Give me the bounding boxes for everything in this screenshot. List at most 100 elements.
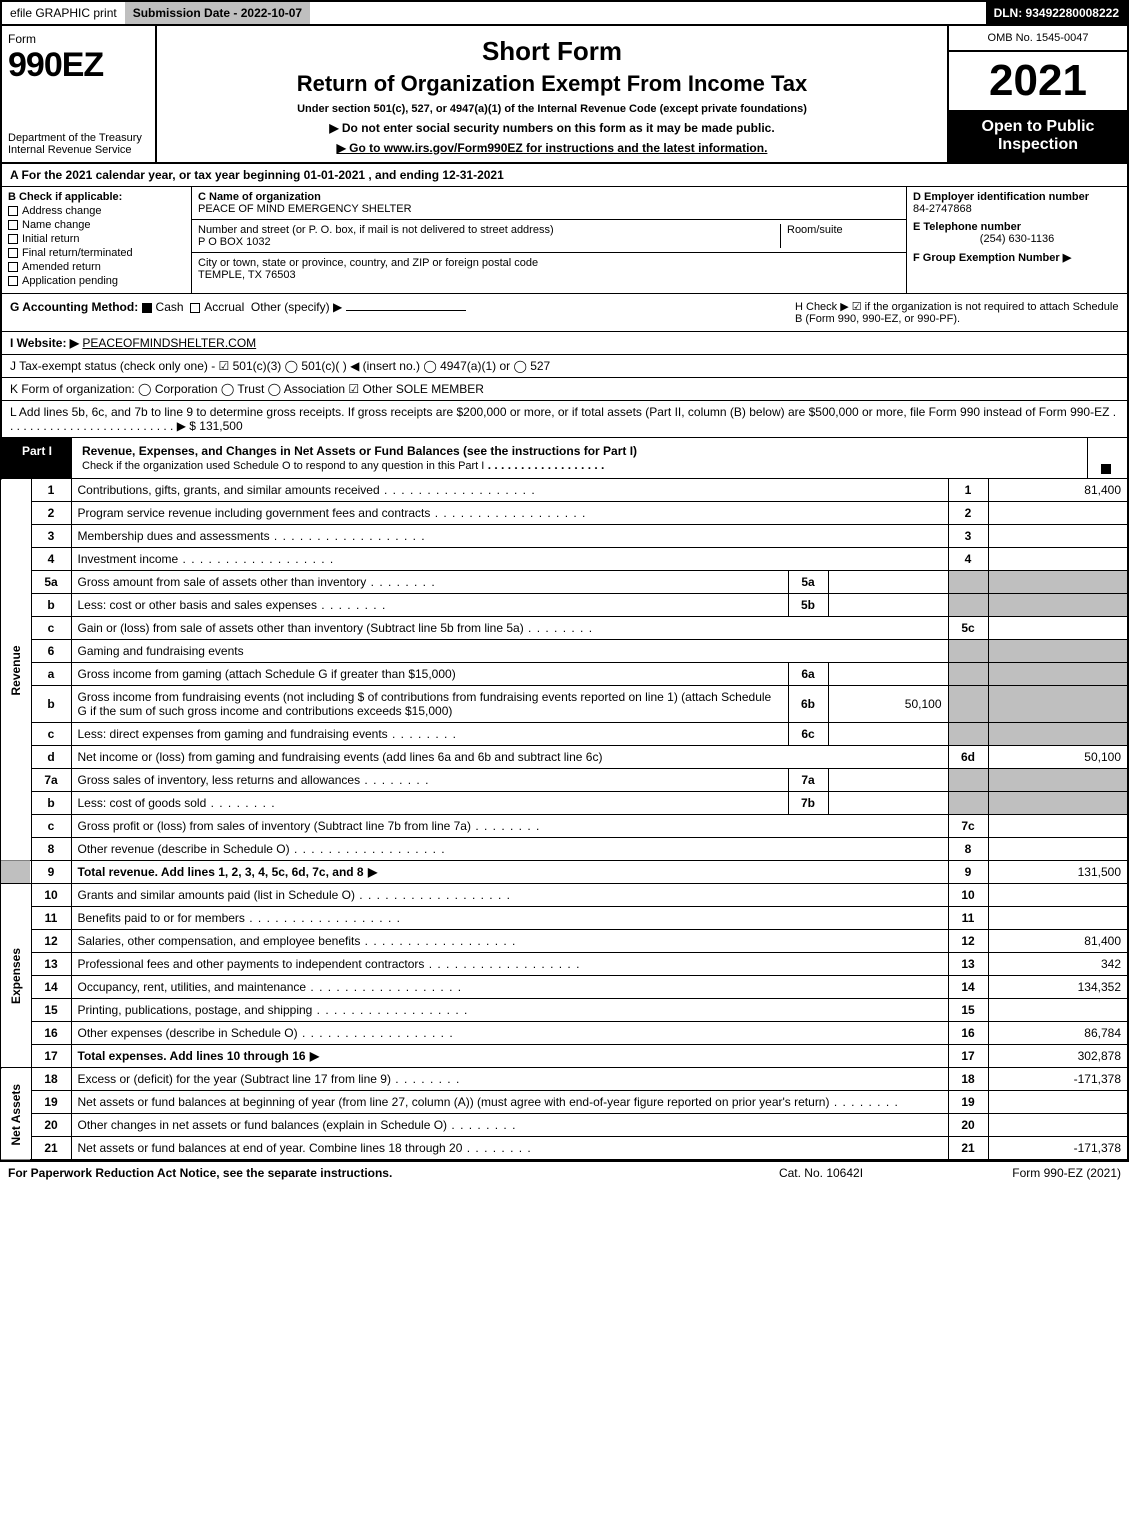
accounting-method-label: G Accounting Method: xyxy=(10,300,138,314)
netassets-section-label: Net Assets xyxy=(1,1068,31,1161)
chk-accrual[interactable]: Accrual xyxy=(190,300,244,314)
line-7a-desc: Gross sales of inventory, less returns a… xyxy=(78,773,430,787)
chk-name-change[interactable]: Name change xyxy=(8,219,185,231)
line-11-desc: Benefits paid to or for members xyxy=(78,911,401,925)
city-label: City or town, state or province, country… xyxy=(198,257,900,269)
line-3-desc: Membership dues and assessments xyxy=(78,529,426,543)
chk-other-method[interactable]: Other (specify) ▶ xyxy=(251,300,342,314)
line-15-desc: Printing, publications, postage, and shi… xyxy=(78,1003,469,1017)
form-label: Form xyxy=(8,32,149,46)
city-value: TEMPLE, TX 76503 xyxy=(198,269,900,281)
line-17-desc: Total expenses. Add lines 10 through 16 xyxy=(78,1049,321,1063)
room-suite-label: Room/suite xyxy=(780,224,900,248)
revenue-section-label: Revenue xyxy=(1,479,31,861)
chk-application-pending[interactable]: Application pending xyxy=(8,275,185,287)
topbar: efile GRAPHIC print Submission Date - 20… xyxy=(0,0,1129,26)
line-21-value: -171,378 xyxy=(988,1137,1128,1161)
line-6c-desc: Less: direct expenses from gaming and fu… xyxy=(78,727,458,741)
line-2-desc: Program service revenue including govern… xyxy=(78,506,587,520)
footer: For Paperwork Reduction Act Notice, see … xyxy=(0,1161,1129,1184)
line-9-desc: Total revenue. Add lines 1, 2, 3, 4, 5c,… xyxy=(78,865,379,879)
expenses-section-label: Expenses xyxy=(1,884,31,1068)
line-12-desc: Salaries, other compensation, and employ… xyxy=(78,934,517,948)
col-b-header: B Check if applicable: xyxy=(8,191,185,203)
line-12-value: 81,400 xyxy=(988,930,1128,953)
addr-label: Number and street (or P. O. box, if mail… xyxy=(198,224,780,236)
cat-no: Cat. No. 10642I xyxy=(721,1166,921,1180)
tel-value: (254) 630-1136 xyxy=(913,233,1121,245)
line-6b-midval: 50,100 xyxy=(828,686,948,723)
line-6d-value: 50,100 xyxy=(988,746,1128,769)
row-i: I Website: ▶ PEACEOFMINDSHELTER.COM xyxy=(0,332,1129,355)
dln: DLN: 93492280008222 xyxy=(986,2,1127,24)
line-20-desc: Other changes in net assets or fund bala… xyxy=(78,1118,517,1132)
chk-initial-return[interactable]: Initial return xyxy=(8,233,185,245)
chk-final-return[interactable]: Final return/terminated xyxy=(8,247,185,259)
col-d: D Employer identification number 84-2747… xyxy=(907,187,1127,293)
efile-label: efile GRAPHIC print xyxy=(2,2,125,24)
line-1-desc: Contributions, gifts, grants, and simila… xyxy=(78,483,536,497)
line-14-desc: Occupancy, rent, utilities, and maintena… xyxy=(78,980,463,994)
tax-year: 2021 xyxy=(949,52,1127,110)
group-exemption-label: F Group Exemption Number ▶ xyxy=(913,251,1121,264)
chk-address-change[interactable]: Address change xyxy=(8,205,185,217)
line-5b-desc: Less: cost or other basis and sales expe… xyxy=(78,598,387,612)
line-13-value: 342 xyxy=(988,953,1128,976)
line-1-value: 81,400 xyxy=(988,479,1128,502)
row-l: L Add lines 5b, 6c, and 7b to line 9 to … xyxy=(0,401,1129,438)
form-number: 990EZ xyxy=(8,46,149,85)
submission-date: Submission Date - 2022-10-07 xyxy=(125,2,310,24)
org-name-value: PEACE OF MIND EMERGENCY SHELTER xyxy=(198,203,900,215)
line-21-desc: Net assets or fund balances at end of ye… xyxy=(78,1141,532,1155)
line-18-value: -171,378 xyxy=(988,1068,1128,1091)
website-link[interactable]: PEACEOFMINDSHELTER.COM xyxy=(82,336,256,350)
form-header: Form 990EZ Department of the Treasury In… xyxy=(0,26,1129,164)
chk-amended-return[interactable]: Amended return xyxy=(8,261,185,273)
row-gh: G Accounting Method: Cash Accrual Other … xyxy=(0,294,1129,332)
chk-cash[interactable]: Cash xyxy=(142,300,184,314)
return-title: Return of Organization Exempt From Incom… xyxy=(167,71,937,97)
line-6d-desc: Net income or (loss) from gaming and fun… xyxy=(71,746,948,769)
line-6a-desc: Gross income from gaming (attach Schedul… xyxy=(71,663,788,686)
addr-value: P O BOX 1032 xyxy=(198,236,780,248)
part-i-check-note: Check if the organization used Schedule … xyxy=(82,460,484,472)
financial-table: Revenue 1 Contributions, gifts, grants, … xyxy=(0,479,1129,1161)
line-5a-desc: Gross amount from sale of assets other t… xyxy=(78,575,436,589)
tel-label: E Telephone number xyxy=(913,221,1121,233)
subdesc: Under section 501(c), 527, or 4947(a)(1)… xyxy=(167,103,937,115)
part-i-title: Revenue, Expenses, and Changes in Net As… xyxy=(82,444,637,458)
line-18-desc: Excess or (deficit) for the year (Subtra… xyxy=(78,1072,461,1086)
part-i-checkbox[interactable] xyxy=(1101,464,1111,474)
line-4-desc: Investment income xyxy=(78,552,335,566)
goto-url[interactable]: ▶ Go to www.irs.gov/Form990EZ for instru… xyxy=(167,141,937,155)
line-13-desc: Professional fees and other payments to … xyxy=(78,957,581,971)
part-i-label: Part I xyxy=(2,438,72,478)
ein-label: D Employer identification number xyxy=(913,191,1121,203)
department: Department of the Treasury Internal Reve… xyxy=(8,132,149,156)
line-6-desc: Gaming and fundraising events xyxy=(71,640,948,663)
line-16-desc: Other expenses (describe in Schedule O) xyxy=(78,1026,454,1040)
ein-value: 84-2747868 xyxy=(913,203,1121,215)
part-i-header: Part I Revenue, Expenses, and Changes in… xyxy=(0,438,1129,479)
line-6b-desc: Gross income from fundraising events (no… xyxy=(71,686,788,723)
col-c: C Name of organization PEACE OF MIND EME… xyxy=(192,187,907,293)
section-a: A For the 2021 calendar year, or tax yea… xyxy=(0,164,1129,187)
line-17-value: 302,878 xyxy=(988,1045,1128,1068)
line-7b-desc: Less: cost of goods sold xyxy=(78,796,276,810)
org-name-label: C Name of organization xyxy=(198,191,900,203)
line-9-value: 131,500 xyxy=(988,861,1128,884)
paperwork-notice: For Paperwork Reduction Act Notice, see … xyxy=(8,1166,721,1180)
row-j: J Tax-exempt status (check only one) - ☑… xyxy=(0,355,1129,378)
row-bcd: B Check if applicable: Address change Na… xyxy=(0,187,1129,294)
line-8-desc: Other revenue (describe in Schedule O) xyxy=(78,842,446,856)
short-form-title: Short Form xyxy=(167,36,937,67)
form-id: Form 990-EZ (2021) xyxy=(921,1166,1121,1180)
schedule-b-check: H Check ▶ ☑ if the organization is not r… xyxy=(787,294,1127,331)
line-5c-desc: Gain or (loss) from sale of assets other… xyxy=(78,621,594,635)
line-10-desc: Grants and similar amounts paid (list in… xyxy=(78,888,511,902)
line-14-value: 134,352 xyxy=(988,976,1128,999)
no-ssn-note: ▶ Do not enter social security numbers o… xyxy=(167,121,937,135)
col-b: B Check if applicable: Address change Na… xyxy=(2,187,192,293)
open-to-public: Open to Public Inspection xyxy=(949,110,1127,162)
omb-number: OMB No. 1545-0047 xyxy=(949,26,1127,52)
